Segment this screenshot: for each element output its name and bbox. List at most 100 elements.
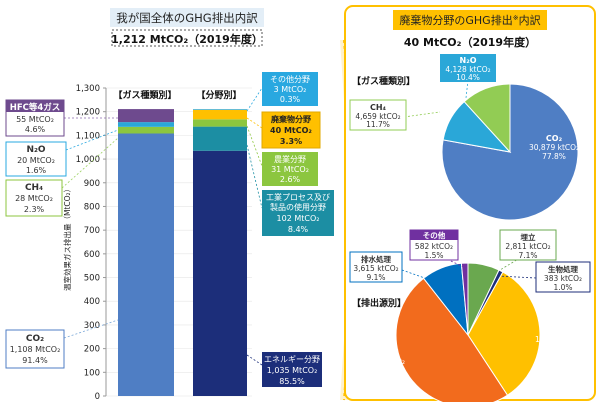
- leader-other: [246, 87, 263, 112]
- y-tick-label: 1,300: [76, 84, 100, 94]
- pie-source-slice-3: [395, 277, 509, 402]
- y-axis-label: 温室効果ガス排出量（MtCO₂）: [62, 185, 72, 291]
- src-water-value: 3,615 ktCO₂: [353, 264, 398, 273]
- src-incineration-name: 焼却: [553, 325, 568, 335]
- gas-n2o-name: N₂O: [26, 145, 45, 155]
- pie-label-co2: CO₂ 30,879 ktCO₂ 77.8%: [529, 134, 579, 161]
- src-other-pct: 1.5%: [424, 251, 443, 260]
- sector-other-name: その他分野: [270, 74, 310, 84]
- pie-ch4-pct: 11.7%: [366, 120, 390, 129]
- sector-bar-segment-0: [193, 150, 247, 396]
- sector-industry-name2: 製品の使用分野: [270, 202, 326, 212]
- sector-waste-value: 40 MtCO₂: [270, 126, 312, 135]
- stacked-bars: [118, 109, 247, 396]
- src-fuel-value: 19,298 ktCO₂: [355, 357, 405, 366]
- sector-bar-segment-1: [193, 126, 247, 151]
- right-source-group: 【排出源別】: [352, 297, 406, 309]
- sector-industry-pct: 8.4%: [288, 225, 309, 234]
- src-other-name: その他: [423, 230, 446, 240]
- pie-co2-pct: 77.8%: [542, 152, 566, 161]
- src-incineration-pct: 32.7%: [548, 344, 572, 353]
- left-title-box: [110, 8, 264, 27]
- src-bio-name: 生物処理: [548, 264, 578, 274]
- pie-n2o-name: N₂O: [460, 56, 477, 65]
- pie-gas: [441, 83, 579, 221]
- y-tick-label: 800: [84, 202, 100, 212]
- y-tick-label: 900: [84, 179, 100, 189]
- gas-hfc-value: 55 MtCO₂: [16, 115, 54, 124]
- pie-source-slice-5: [460, 262, 469, 336]
- src-bio-value: 383 ktCO₂: [544, 274, 582, 283]
- y-tick-label: 0: [95, 392, 100, 402]
- sector-waste-pct: 3.3%: [280, 137, 302, 146]
- sector-bar-segment-2: [193, 119, 247, 127]
- gas-n2o-pct: 1.6%: [26, 166, 47, 175]
- y-tick-label: 1,200: [76, 108, 100, 118]
- gas-ch4-pct: 2.3%: [24, 205, 45, 214]
- src-landfill-name: 埋立: [521, 232, 536, 242]
- gas-hfc-pct: 4.6%: [25, 125, 46, 134]
- sector-agri-pct: 2.6%: [280, 175, 301, 184]
- gas-hfc-name: HFC等4ガス: [10, 102, 61, 113]
- pie-co2-value: 30,879 ktCO₂: [529, 143, 579, 152]
- sector-label-agri: 農業分野 31 MtCO₂ 2.6%: [262, 152, 318, 186]
- pie-label-ch4: CH₄ 4,659 ktCO₂ 11.7%: [349, 99, 407, 131]
- src-label-bio: 生物処理 383 ktCO₂ 1.0%: [535, 261, 591, 293]
- gas-bar-segment-0: [118, 133, 174, 396]
- leader-n2o: [65, 129, 119, 151]
- group-sector-label: 【分野別】: [196, 89, 241, 101]
- gas-label-co2: CO₂ 1,108 MtCO₂ 91.4%: [5, 329, 65, 369]
- right-title-main: 廃棄物分野のGHG排出: [399, 13, 512, 27]
- gas-ch4-name: CH₄: [25, 183, 43, 193]
- sector-waste-name: 廃棄物分野: [271, 114, 311, 124]
- src-landfill-pct: 7.1%: [518, 251, 537, 260]
- gas-n2o-value: 20 MtCO₂: [17, 156, 55, 165]
- leader-pie-n2o: [465, 79, 469, 99]
- src-label-water: 排水処理 3,615 ktCO₂ 9.1%: [349, 251, 403, 283]
- right-title-suffix: 内訳: [519, 13, 541, 27]
- src-water-pct: 9.1%: [366, 273, 385, 282]
- leader-industry: [246, 144, 263, 209]
- y-tick-label: 600: [84, 250, 100, 260]
- sector-label-waste: 廃棄物分野 40 MtCO₂ 3.3%: [261, 111, 321, 149]
- y-tick-label: 1,000: [76, 155, 100, 165]
- src-fuel-pct: 48.7%: [368, 366, 392, 375]
- sector-agri-value: 31 MtCO₂: [271, 165, 309, 174]
- sector-energy-name: エネルギー分野: [264, 355, 320, 364]
- src-label-fuel: 原燃料利用 19,298 ktCO₂ 48.7%: [355, 347, 405, 375]
- left-total: 1,212 MtCO₂（2019年度）: [111, 32, 263, 46]
- src-label-other: その他 582 ktCO₂ 1.5%: [409, 229, 459, 261]
- pie-gas-slice-0: [441, 83, 579, 221]
- sector-bar-segment-3: [193, 109, 247, 120]
- sector-industry-value: 102 MtCO₂: [277, 214, 320, 223]
- y-tick-label: 100: [84, 368, 100, 378]
- src-other-value: 582 ktCO₂: [415, 242, 453, 251]
- gas-co2-pct: 91.4%: [22, 356, 48, 365]
- sector-label-energy: エネルギー分野 1,035 MtCO₂ 85.5%: [262, 352, 322, 387]
- leader-waste: [246, 117, 263, 129]
- sector-agri-name: 農業分野: [274, 154, 306, 164]
- src-water-name: 排水処理: [361, 254, 391, 264]
- left-title: 我が国全体のGHG排出内訳: [116, 11, 258, 25]
- y-tick-label: 500: [84, 274, 100, 284]
- src-landfill-value: 2,811 ktCO₂: [505, 242, 550, 251]
- gas-bar-segment-3: [118, 109, 174, 123]
- right-title: 廃棄物分野のGHG排出※内訳: [399, 13, 540, 27]
- gas-label-hfc: HFC等4ガス 55 MtCO₂ 4.6%: [5, 99, 65, 137]
- gas-co2-name: CO₂: [26, 334, 44, 344]
- sector-label-industry: 工業プロセス及び 製品の使用分野 102 MtCO₂ 8.4%: [262, 190, 334, 236]
- right-title-mark: ※: [513, 14, 519, 22]
- pie-co2-name: CO₂: [546, 134, 563, 143]
- pie-ch4-value: 4,659 ktCO₂: [355, 112, 400, 121]
- sector-industry-name: 工業プロセス及び: [266, 192, 330, 202]
- y-tick-label: 700: [84, 226, 100, 236]
- pie-source-slice-2: [467, 271, 541, 396]
- left-total-box: [111, 29, 263, 47]
- gas-co2-value: 1,108 MtCO₂: [10, 345, 61, 354]
- sector-energy-value: 1,035 MtCO₂: [267, 366, 318, 375]
- right-gas-group: 【ガス種類別】: [352, 75, 415, 87]
- sector-bar-segment-4: [193, 109, 247, 110]
- pie-gas-slice-2: [463, 83, 511, 154]
- group-gas-label: 【ガス種類別】: [113, 89, 176, 101]
